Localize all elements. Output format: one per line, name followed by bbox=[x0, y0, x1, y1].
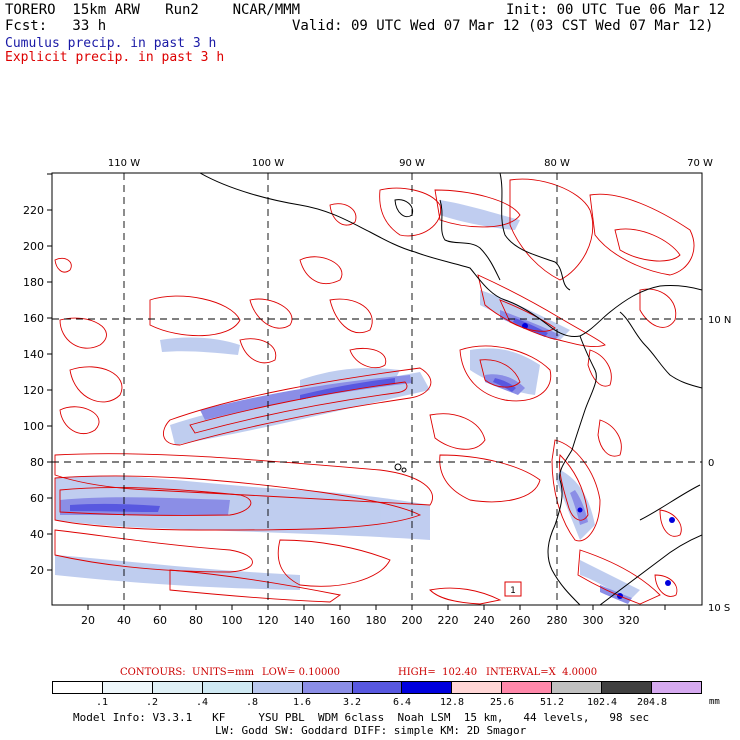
x-tick-label: 20 bbox=[81, 614, 95, 627]
colorbar-swatch bbox=[352, 682, 403, 693]
colorbar-label: 204.8 bbox=[636, 697, 668, 708]
x-tick-label: 160 bbox=[330, 614, 351, 627]
colorbar-swatch bbox=[552, 682, 603, 693]
x-tick-label: 140 bbox=[294, 614, 315, 627]
contours-high: HIGH= 102.40 bbox=[398, 667, 478, 678]
x-tick-label: 240 bbox=[474, 614, 495, 627]
model-title: TORERO 15km ARW Run2 NCAR/MMM bbox=[5, 2, 301, 18]
x-tick-label: 220 bbox=[438, 614, 459, 627]
y-tick-label: 140 bbox=[23, 348, 44, 361]
y-tick-label: 120 bbox=[23, 384, 44, 397]
colorbar-swatch bbox=[102, 682, 153, 693]
init-time: Init: 00 UTC Tue 06 Mar 12 bbox=[506, 2, 726, 18]
colorbar-label: 1.6 bbox=[292, 697, 312, 708]
model-info-line2: LW: Godd SW: Goddard DIFF: simple KM: 2D… bbox=[215, 724, 527, 737]
lon-label: 70 W bbox=[687, 158, 713, 169]
colorbar-label: 25.6 bbox=[489, 697, 515, 708]
lon-label: 80 W bbox=[544, 158, 570, 169]
colorbar-label: .8 bbox=[245, 697, 259, 708]
colorbar-label: 12.8 bbox=[439, 697, 465, 708]
x-tick-marks bbox=[87, 605, 666, 610]
colorbar-swatch bbox=[252, 682, 303, 693]
contours-title: CONTOURS: UNITS=mm bbox=[120, 667, 254, 678]
legend-explicit: Explicit precip. in past 3 h bbox=[5, 50, 225, 65]
x-tick-label: 180 bbox=[366, 614, 387, 627]
y-tick-label: 160 bbox=[23, 312, 44, 325]
coastline-icon bbox=[199, 173, 702, 605]
colorbar-label: 51.2 bbox=[539, 697, 565, 708]
map-frame bbox=[51, 172, 703, 606]
lon-label: 90 W bbox=[399, 158, 425, 169]
x-tick-label: 100 bbox=[222, 614, 243, 627]
colorbar-swatch bbox=[652, 682, 701, 693]
valid-time: Valid: 09 UTC Wed 07 Mar 12 (03 CST Wed … bbox=[292, 18, 714, 34]
lat-label: 10 N bbox=[708, 315, 731, 326]
colorbar-swatch bbox=[53, 682, 103, 693]
x-tick-label: 260 bbox=[510, 614, 531, 627]
y-tick-label: 40 bbox=[30, 528, 44, 541]
lat-label: 10 S bbox=[708, 603, 730, 614]
colorbar-label: 6.4 bbox=[392, 697, 412, 708]
colorbar-swatch bbox=[302, 682, 353, 693]
colorbar-label: .1 bbox=[95, 697, 109, 708]
colorbar-label: .4 bbox=[195, 697, 209, 708]
lon-label: 100 W bbox=[252, 158, 284, 169]
colorbar-label: 3.2 bbox=[342, 697, 362, 708]
x-tick-label: 60 bbox=[153, 614, 167, 627]
colorbar-swatch bbox=[202, 682, 253, 693]
y-tick-label: 180 bbox=[23, 276, 44, 289]
precip-shading-icon bbox=[55, 200, 675, 604]
y-tick-label: 60 bbox=[30, 492, 44, 505]
grid-lines-icon bbox=[52, 173, 702, 605]
y-tick-label: 220 bbox=[23, 204, 44, 217]
x-tick-label: 280 bbox=[547, 614, 568, 627]
colorbar-swatch bbox=[152, 682, 203, 693]
colorbar-swatch bbox=[502, 682, 553, 693]
x-tick-label: 40 bbox=[117, 614, 131, 627]
colorbar-label: .2 bbox=[145, 697, 159, 708]
colorbar-swatch bbox=[402, 682, 453, 693]
x-tick-label: 300 bbox=[583, 614, 604, 627]
y-tick-label: 80 bbox=[30, 456, 44, 469]
x-tick-label: 320 bbox=[619, 614, 640, 627]
lat-label: 0 bbox=[708, 458, 714, 469]
forecast-hour: Fcst: 33 h bbox=[5, 18, 107, 34]
colorbar bbox=[52, 681, 702, 694]
contours-low: LOW= 0.10000 bbox=[262, 667, 341, 678]
colorbar-swatch bbox=[602, 682, 653, 693]
station-label: 1 bbox=[510, 586, 516, 596]
colorbar-label: 102.4 bbox=[586, 697, 618, 708]
lon-label: 110 W bbox=[108, 158, 140, 169]
y-tick-marks bbox=[47, 173, 52, 571]
station-box bbox=[504, 581, 522, 597]
y-tick-label: 20 bbox=[30, 564, 44, 577]
y-tick-label: 200 bbox=[23, 240, 44, 253]
colorbar-unit: mm bbox=[709, 697, 720, 707]
colorbar-swatch bbox=[452, 682, 503, 693]
x-tick-label: 120 bbox=[258, 614, 279, 627]
y-tick-label: 100 bbox=[23, 420, 44, 433]
contours-interval: INTERVAL=X 4.0000 bbox=[486, 667, 598, 678]
model-info-line1: Model Info: V3.3.1 KF YSU PBL WDM 6class… bbox=[73, 711, 650, 724]
x-tick-label: 200 bbox=[402, 614, 423, 627]
x-tick-label: 80 bbox=[189, 614, 203, 627]
legend-cumulus: Cumulus precip. in past 3 h bbox=[5, 36, 217, 51]
contour-lines-icon bbox=[54, 178, 695, 605]
